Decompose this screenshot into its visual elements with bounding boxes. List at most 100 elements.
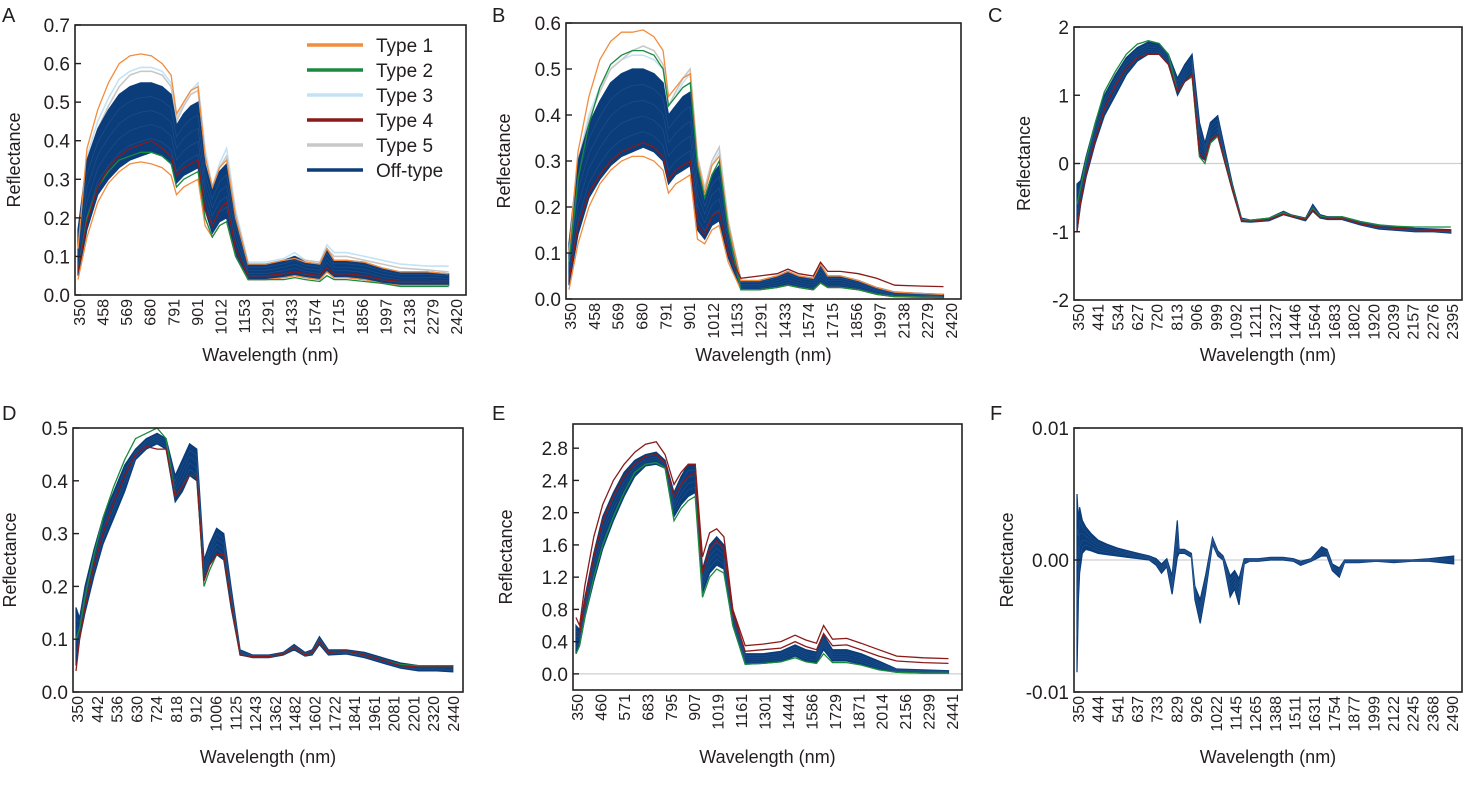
x-tick-label: 1602 xyxy=(307,696,324,732)
x-tick-label: 630 xyxy=(129,696,146,723)
x-tick-label: 1161 xyxy=(734,694,751,729)
y-tick-label: 1.6 xyxy=(542,536,568,557)
x-tick-label: 2420 xyxy=(449,299,466,335)
y-tick-label: 0.4 xyxy=(42,472,69,493)
legend-label: Type 5 xyxy=(376,136,433,157)
x-tick-label: 442 xyxy=(90,696,107,723)
y-tick-label: 2.8 xyxy=(542,439,568,460)
x-tick-label: 1006 xyxy=(209,696,226,732)
panel-letter-c: C xyxy=(988,5,1002,27)
x-tick-label: 2420 xyxy=(944,303,961,339)
y-tick-label: 0.2 xyxy=(42,577,68,598)
x-tick-label: 2299 xyxy=(922,694,939,730)
x-tick-label: 350 xyxy=(570,694,587,721)
x-tick-label: 458 xyxy=(587,303,604,330)
x-tick-label: 791 xyxy=(166,299,183,326)
series-line-type-4 xyxy=(1076,53,1451,232)
x-tick-label: 1871 xyxy=(851,694,868,730)
y-tick-label: 0.8 xyxy=(542,600,568,621)
off-type-inner-line xyxy=(568,115,944,297)
x-tick-label: 1511 xyxy=(1288,696,1305,731)
x-tick-label: 1856 xyxy=(849,303,866,339)
y-tick-label: 0.6 xyxy=(535,14,561,35)
y-tick-label: 0.0 xyxy=(542,665,568,686)
x-tick-label: 1574 xyxy=(308,299,325,335)
x-tick-label: 999 xyxy=(1209,304,1226,331)
x-tick-label: 1243 xyxy=(248,696,265,732)
off-type-inner-line xyxy=(75,437,453,669)
off-type-inner-line xyxy=(568,84,944,296)
y-tick-label: 2.0 xyxy=(542,504,568,525)
off-type-band xyxy=(1076,493,1455,673)
series-line-type-3 xyxy=(77,66,449,267)
x-tick-label: 458 xyxy=(96,299,113,326)
y-tick-label: 0.0 xyxy=(44,286,70,307)
off-type-band xyxy=(1076,41,1452,234)
x-tick-label: 1683 xyxy=(1327,304,1344,340)
y-axis-title: Reflectance xyxy=(4,112,24,207)
x-tick-label: 536 xyxy=(110,696,127,723)
x-tick-label: 2014 xyxy=(875,694,892,730)
x-tick-label: 2201 xyxy=(406,696,423,732)
y-tick-label: -2 xyxy=(1052,291,1069,312)
x-tick-label: 907 xyxy=(687,694,704,721)
panel-a-chart: 0.0 0.1 0.2 0.3 0.4 0.5 0.6 0.7 350 458 569 680 791 9… xyxy=(4,16,467,365)
x-tick-label: 2395 xyxy=(1445,304,1462,340)
series-line-type-4 xyxy=(77,139,449,283)
legend: Type 1 Type 2 Type 3 Type 4 Type 5 Off-type xyxy=(307,36,443,182)
y-tick-label: 0.3 xyxy=(44,170,70,191)
x-tick-label: 1444 xyxy=(781,694,798,730)
series-line-type-2 xyxy=(77,151,449,288)
x-tick-label: 901 xyxy=(682,303,699,330)
x-tick-label: 1265 xyxy=(1248,696,1265,732)
x-tick-label: 2368 xyxy=(1425,696,1442,732)
panel-f-chart: -0.01 0.00 0.01 350 444 541 637 733 829 926 1022 11… xyxy=(997,419,1463,767)
x-axis-title: Wavelength (nm) xyxy=(202,345,338,365)
x-axis-title: Wavelength (nm) xyxy=(695,345,831,365)
x-tick-label: 2081 xyxy=(387,696,404,732)
panel-letter-d: D xyxy=(2,403,16,425)
y-tick-label: 0.01 xyxy=(1032,419,1069,440)
series-line-type-4 xyxy=(568,141,944,288)
y-tick-label: 0 xyxy=(1058,155,1069,176)
plot-frame xyxy=(565,22,962,300)
x-tick-label: 1997 xyxy=(378,299,395,335)
panel-letter-f: F xyxy=(990,403,1002,425)
y-tick-label: 0.1 xyxy=(535,244,561,265)
off-type-inner-line xyxy=(568,131,944,298)
x-tick-label: 683 xyxy=(640,694,657,721)
x-axis-title: Wavelength (nm) xyxy=(200,747,336,767)
legend-label: Type 2 xyxy=(376,61,433,82)
x-tick-label: 541 xyxy=(1110,696,1127,723)
x-tick-label: 571 xyxy=(617,694,634,721)
x-tick-label: 680 xyxy=(143,299,160,326)
off-type-inner-line xyxy=(1076,533,1454,610)
x-tick-label: 350 xyxy=(70,696,87,723)
series-line-type-1 xyxy=(77,53,449,275)
off-type-inner-line xyxy=(1076,51,1451,233)
y-axis-title: Reflectance xyxy=(0,512,20,607)
off-type-inner-line xyxy=(575,454,949,672)
x-tick-label: 1019 xyxy=(711,694,728,730)
x-tick-label: 534 xyxy=(1110,304,1127,331)
y-tick-label: -1 xyxy=(1052,223,1069,244)
x-axis-title: Wavelength (nm) xyxy=(699,747,835,767)
off-type-inner-line xyxy=(77,96,449,277)
off-type-inner-line xyxy=(1076,520,1454,606)
x-tick-label: 1362 xyxy=(268,696,285,732)
x-tick-label: 2157 xyxy=(1406,304,1423,340)
y-tick-label: 0.1 xyxy=(42,630,68,651)
off-type-inner-line xyxy=(77,110,449,279)
y-tick-label: 0.7 xyxy=(44,16,70,37)
x-tick-label: 1446 xyxy=(1288,304,1305,340)
x-tick-label: 460 xyxy=(593,694,610,721)
x-tick-label: 444 xyxy=(1091,696,1108,723)
off-type-inner-line xyxy=(568,99,944,296)
y-tick-label: 0.5 xyxy=(44,93,70,114)
x-tick-label: 1586 xyxy=(804,694,821,730)
y-tick-label: 0.00 xyxy=(1032,551,1069,572)
x-tick-label: 2156 xyxy=(898,694,915,730)
x-tick-label: 733 xyxy=(1150,696,1167,723)
